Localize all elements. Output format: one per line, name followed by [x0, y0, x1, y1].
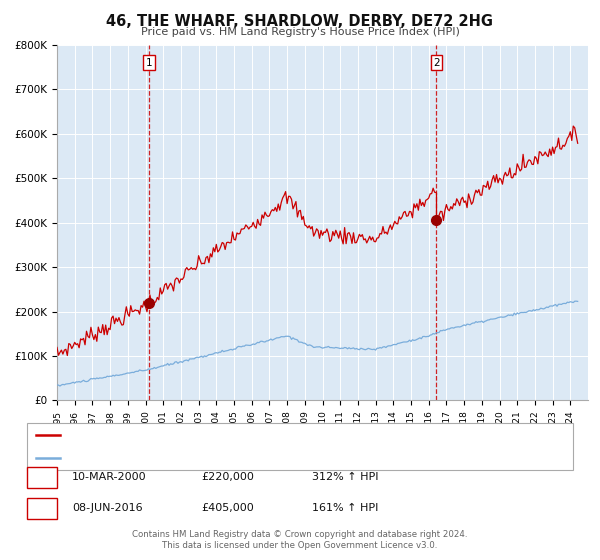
- Text: 2: 2: [38, 503, 46, 513]
- Text: Contains HM Land Registry data © Crown copyright and database right 2024.: Contains HM Land Registry data © Crown c…: [132, 530, 468, 539]
- Text: 1: 1: [146, 58, 152, 68]
- Text: 46, THE WHARF, SHARDLOW, DERBY, DE72 2HG (semi-detached house): 46, THE WHARF, SHARDLOW, DERBY, DE72 2HG…: [66, 430, 418, 440]
- Text: 161% ↑ HPI: 161% ↑ HPI: [312, 503, 379, 513]
- Text: 2: 2: [433, 58, 440, 68]
- Text: £405,000: £405,000: [201, 503, 254, 513]
- Text: 1: 1: [38, 472, 46, 482]
- Text: Price paid vs. HM Land Registry's House Price Index (HPI): Price paid vs. HM Land Registry's House …: [140, 27, 460, 37]
- Text: £220,000: £220,000: [201, 472, 254, 482]
- Text: 08-JUN-2016: 08-JUN-2016: [72, 503, 143, 513]
- Text: 312% ↑ HPI: 312% ↑ HPI: [312, 472, 379, 482]
- Text: 46, THE WHARF, SHARDLOW, DERBY, DE72 2HG: 46, THE WHARF, SHARDLOW, DERBY, DE72 2HG: [107, 14, 493, 29]
- Text: This data is licensed under the Open Government Licence v3.0.: This data is licensed under the Open Gov…: [163, 541, 437, 550]
- Text: 10-MAR-2000: 10-MAR-2000: [72, 472, 146, 482]
- Text: HPI: Average price, semi-detached house, South Derbyshire: HPI: Average price, semi-detached house,…: [66, 452, 359, 463]
